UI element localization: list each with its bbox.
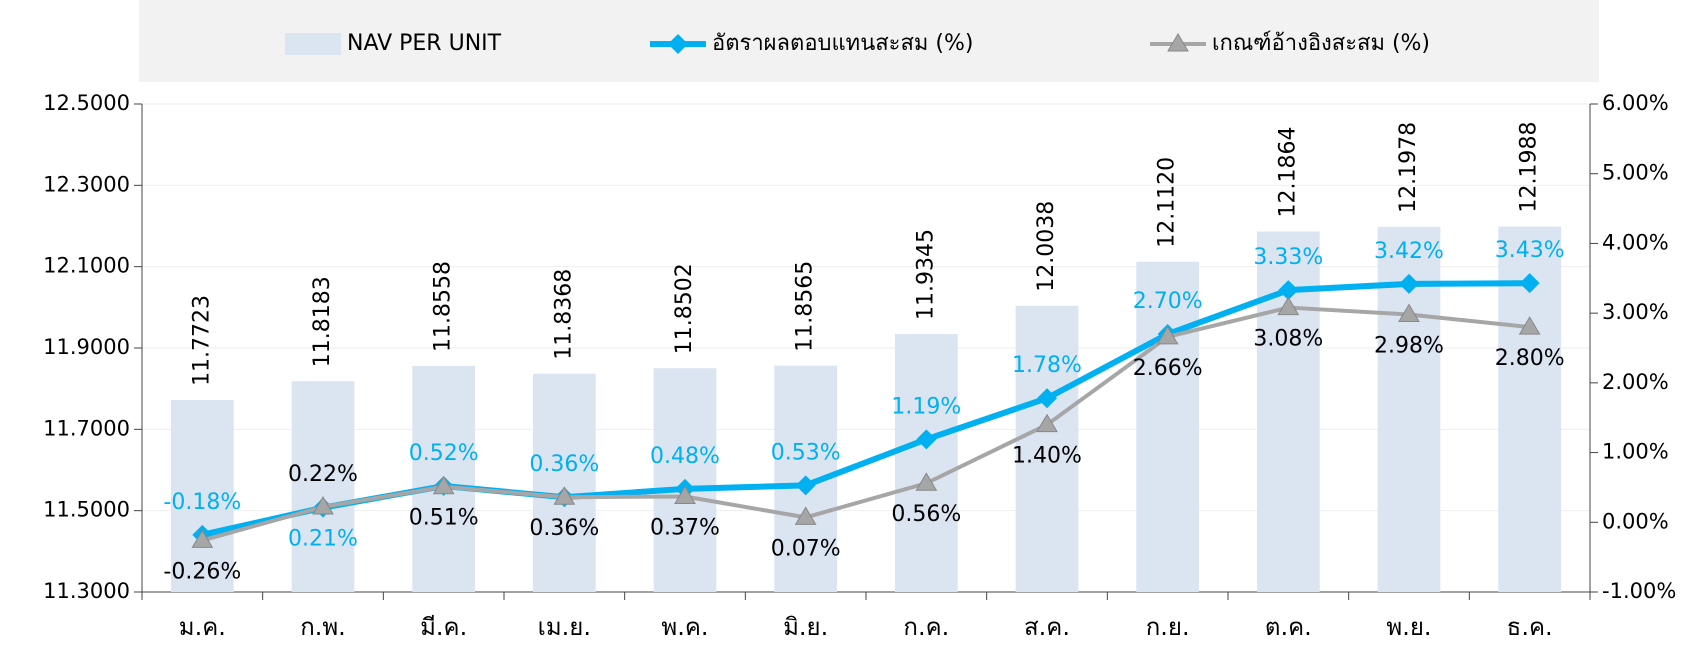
y2-tick-label: 1.00% (1602, 440, 1669, 464)
marker (795, 475, 816, 496)
marker (553, 486, 576, 505)
y-tick-label: 11.9000 (43, 335, 130, 359)
y2-tick-label: 0.00% (1602, 509, 1669, 533)
line (201, 305, 1530, 543)
line-value-label: 0.48% (650, 444, 720, 469)
y2-tick-label: 6.00% (1602, 91, 1669, 115)
line-value-label: 0.21% (288, 527, 358, 552)
x-tick-label: ก.ย. (1146, 613, 1190, 641)
marker (191, 529, 214, 548)
marker (1399, 273, 1419, 294)
x-tick-label: ม.ค. (179, 613, 226, 641)
bar-value-label: 12.0038 (1034, 201, 1059, 292)
x-tick-label: ต.ค. (1265, 613, 1312, 641)
line-value-label: 2.80% (1495, 346, 1565, 371)
line-value-label: 1.19% (891, 394, 961, 419)
legend-label: เกณฑ์อ้างอิงสะสม (%) (1212, 31, 1430, 56)
bar-value-label: 12.1988 (1517, 122, 1542, 213)
y2-tick-label: 3.00% (1602, 300, 1669, 324)
bar-value-label: 11.8368 (551, 269, 576, 360)
marker (432, 475, 455, 495)
line (201, 280, 1530, 538)
y-tick-label: 11.7000 (43, 416, 130, 440)
bar-value-label: 12.1120 (1155, 157, 1180, 248)
y-tick-label: 11.5000 (43, 498, 130, 522)
y2-tick-label: -1.00% (1602, 579, 1676, 603)
line-value-label: -0.18% (163, 490, 241, 515)
marker (1518, 316, 1541, 335)
line-value-label: 0.22% (288, 462, 358, 487)
bar-value-label: 11.8565 (793, 261, 818, 352)
marker (1398, 303, 1420, 323)
marker (674, 485, 696, 504)
bar-value-label: 11.9345 (913, 229, 938, 320)
bar (1136, 261, 1200, 592)
line-value-label: 1.40% (1012, 444, 1082, 469)
marker (1519, 273, 1540, 294)
line-value-label: 2.98% (1374, 334, 1444, 359)
bar (170, 399, 234, 592)
bar (894, 333, 958, 592)
line-value-label: 0.07% (771, 536, 841, 561)
line-value-label: 3.33% (1253, 245, 1323, 270)
line-value-label: 0.37% (650, 515, 720, 540)
bar (532, 373, 596, 592)
marker (916, 429, 937, 450)
line-value-label: 0.51% (409, 506, 479, 531)
legend-label: อัตราผลตอบแทนสะสม (%) (712, 31, 973, 56)
bar (291, 381, 355, 592)
bar (1015, 305, 1079, 592)
marker (1036, 413, 1058, 433)
marker (1037, 388, 1057, 409)
line-value-label: 2.66% (1133, 356, 1203, 381)
legend-label: NAV PER UNIT (347, 31, 502, 56)
legend-marker (668, 34, 688, 54)
x-tick-label: พ.ค. (661, 613, 708, 641)
y-tick-label: 12.5000 (43, 91, 130, 115)
y-tick-label: 12.3000 (43, 172, 130, 196)
line-value-label: 2.70% (1133, 289, 1203, 314)
line-value-label: -0.26% (163, 559, 241, 584)
line-value-label: 3.43% (1495, 238, 1565, 263)
x-tick-label: มิ.ย. (783, 613, 828, 641)
marker (1156, 325, 1179, 345)
marker (1278, 280, 1299, 301)
line-value-label: 3.42% (1374, 239, 1444, 264)
x-tick-label: ส.ค. (1024, 613, 1070, 641)
y2-tick-label: 5.00% (1602, 161, 1669, 185)
marker (1277, 296, 1300, 316)
line-value-label: 0.56% (891, 502, 961, 527)
legend-swatch (285, 33, 341, 55)
bar-value-label: 11.8183 (310, 276, 335, 367)
line-value-label: 0.36% (529, 516, 599, 541)
bar-value-label: 12.1864 (1275, 127, 1300, 218)
bar-value-label: 11.7723 (189, 295, 214, 386)
line-value-label: 3.08% (1253, 327, 1323, 352)
line-value-label: 1.78% (1012, 353, 1082, 378)
y-tick-label: 11.3000 (43, 579, 130, 603)
marker (915, 472, 938, 491)
bar-value-label: 12.1978 (1396, 122, 1421, 213)
bar-value-label: 11.8502 (672, 263, 697, 354)
x-tick-label: มี.ค. (420, 613, 467, 641)
line-value-label: 0.52% (409, 441, 479, 466)
marker (794, 506, 817, 525)
x-tick-label: ก.พ. (300, 613, 346, 641)
y2-tick-label: 4.00% (1602, 230, 1669, 254)
x-tick-label: ก.ค. (903, 613, 949, 641)
line-value-label: 0.36% (529, 452, 599, 477)
bar-value-label: 11.8558 (431, 261, 456, 352)
x-tick-label: พ.ย. (1386, 613, 1431, 641)
y2-tick-label: 2.00% (1602, 370, 1669, 394)
legend-marker (1167, 33, 1189, 52)
x-tick-label: ธ.ค. (1507, 613, 1553, 641)
line-value-label: 0.53% (771, 440, 841, 465)
marker (312, 495, 334, 515)
x-tick-label: เม.ย. (538, 613, 591, 641)
y-tick-label: 12.1000 (43, 254, 130, 278)
legend-background (139, 0, 1599, 82)
